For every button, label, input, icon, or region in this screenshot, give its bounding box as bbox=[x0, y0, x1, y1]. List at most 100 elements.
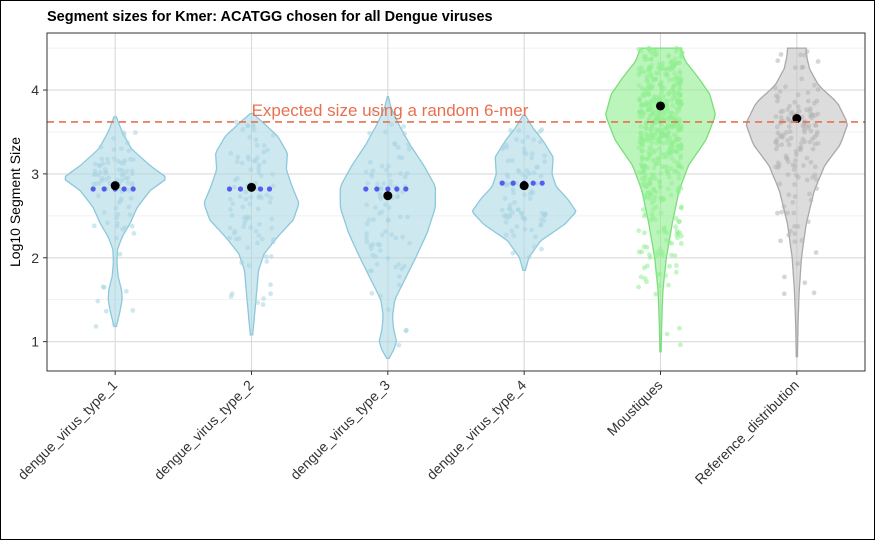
jitter-point bbox=[807, 108, 813, 114]
violin-dengue_virus_type_4 bbox=[471, 114, 577, 272]
jitter-point bbox=[670, 60, 675, 66]
jitter-point bbox=[664, 331, 670, 337]
jitter-point bbox=[799, 76, 805, 82]
jitter-point bbox=[651, 77, 656, 83]
jitter-point bbox=[775, 130, 781, 136]
jitter-point bbox=[656, 229, 661, 235]
jitter-point bbox=[785, 172, 791, 178]
jitter-point bbox=[255, 206, 261, 212]
mode-point bbox=[403, 186, 409, 192]
jitter-point bbox=[246, 215, 252, 221]
mode-point bbox=[101, 186, 107, 192]
jitter-point bbox=[795, 224, 801, 229]
jitter-point bbox=[657, 179, 663, 184]
jitter-point bbox=[264, 192, 270, 198]
jitter-point bbox=[121, 160, 126, 166]
jitter-point bbox=[531, 137, 536, 143]
jitter-point bbox=[260, 302, 266, 307]
jitter-point bbox=[806, 123, 812, 129]
jitter-point bbox=[524, 168, 530, 174]
jitter-point bbox=[231, 184, 237, 190]
jitter-point bbox=[246, 263, 252, 268]
jitter-point bbox=[813, 250, 819, 255]
jitter-point bbox=[111, 147, 117, 153]
jitter-point bbox=[653, 70, 659, 76]
jitter-point bbox=[656, 93, 662, 99]
jitter-point bbox=[503, 142, 509, 148]
jitter-point bbox=[656, 146, 662, 151]
jitter-point bbox=[95, 193, 101, 199]
jitter-point bbox=[658, 171, 664, 177]
x-tick-label: Reference_distribution bbox=[692, 377, 802, 487]
jitter-point bbox=[672, 71, 677, 76]
jitter-point bbox=[398, 214, 403, 220]
jitter-point bbox=[671, 83, 677, 89]
jitter-point bbox=[389, 122, 394, 127]
jitter-point bbox=[639, 85, 645, 91]
jitter-point bbox=[679, 165, 685, 171]
jitter-point bbox=[650, 109, 656, 115]
jitter-point bbox=[667, 77, 672, 83]
jitter-point bbox=[395, 193, 401, 199]
jitter-point bbox=[674, 263, 679, 268]
jitter-point bbox=[116, 167, 122, 173]
jitter-point bbox=[538, 217, 544, 222]
jitter-point bbox=[529, 155, 534, 161]
jitter-point bbox=[777, 181, 783, 187]
jitter-point bbox=[787, 129, 793, 135]
jitter-point bbox=[367, 130, 373, 136]
jitter-point bbox=[785, 115, 791, 121]
jitter-point bbox=[119, 177, 125, 183]
jitter-point bbox=[254, 142, 260, 148]
jitter-point bbox=[792, 182, 797, 187]
jitter-point bbox=[510, 209, 515, 215]
jitter-point bbox=[657, 283, 662, 289]
jitter-point bbox=[396, 282, 402, 288]
jitter-point bbox=[383, 129, 388, 135]
jitter-point bbox=[520, 215, 526, 221]
jitter-point bbox=[665, 186, 671, 192]
jitter-point bbox=[228, 207, 233, 212]
jitter-point bbox=[399, 266, 404, 272]
jitter-point bbox=[643, 126, 649, 132]
jitter-point bbox=[239, 260, 245, 265]
jitter-point bbox=[105, 220, 110, 226]
jitter-point bbox=[400, 189, 405, 195]
mode-point bbox=[226, 186, 233, 192]
jitter-point bbox=[638, 124, 644, 129]
jitter-point bbox=[511, 233, 517, 238]
jitter-point bbox=[99, 175, 105, 181]
jitter-point bbox=[778, 52, 784, 57]
jitter-point bbox=[367, 268, 373, 274]
jitter-point bbox=[512, 200, 517, 205]
jitter-point bbox=[657, 251, 662, 257]
jitter-point bbox=[674, 48, 679, 54]
jitter-point bbox=[104, 169, 109, 175]
jitter-point bbox=[663, 98, 668, 104]
jitter-point bbox=[783, 84, 788, 90]
jitter-point bbox=[639, 176, 645, 181]
jitter-point bbox=[527, 196, 533, 202]
jitter-point bbox=[638, 108, 644, 114]
jitter-point bbox=[113, 205, 119, 211]
jitter-point bbox=[508, 127, 513, 133]
jitter-point bbox=[107, 180, 113, 186]
jitter-point bbox=[519, 211, 524, 217]
jitter-point bbox=[111, 321, 117, 327]
y-tick-label: 1 bbox=[31, 334, 39, 350]
jitter-point bbox=[530, 151, 535, 157]
jitter-point bbox=[641, 168, 646, 174]
jitter-point bbox=[668, 115, 674, 121]
violin-dengue_virus_type_1 bbox=[64, 116, 166, 329]
jitter-point bbox=[114, 220, 120, 226]
jitter-point bbox=[646, 45, 652, 51]
jitter-point bbox=[773, 139, 778, 145]
jitter-point bbox=[119, 146, 124, 152]
jitter-point bbox=[647, 195, 653, 201]
jitter-point bbox=[239, 160, 245, 166]
jitter-point bbox=[665, 91, 671, 97]
jitter-point bbox=[535, 164, 540, 170]
jitter-point bbox=[256, 233, 262, 239]
y-tick-label: 4 bbox=[31, 82, 39, 98]
jitter-point bbox=[678, 46, 683, 52]
